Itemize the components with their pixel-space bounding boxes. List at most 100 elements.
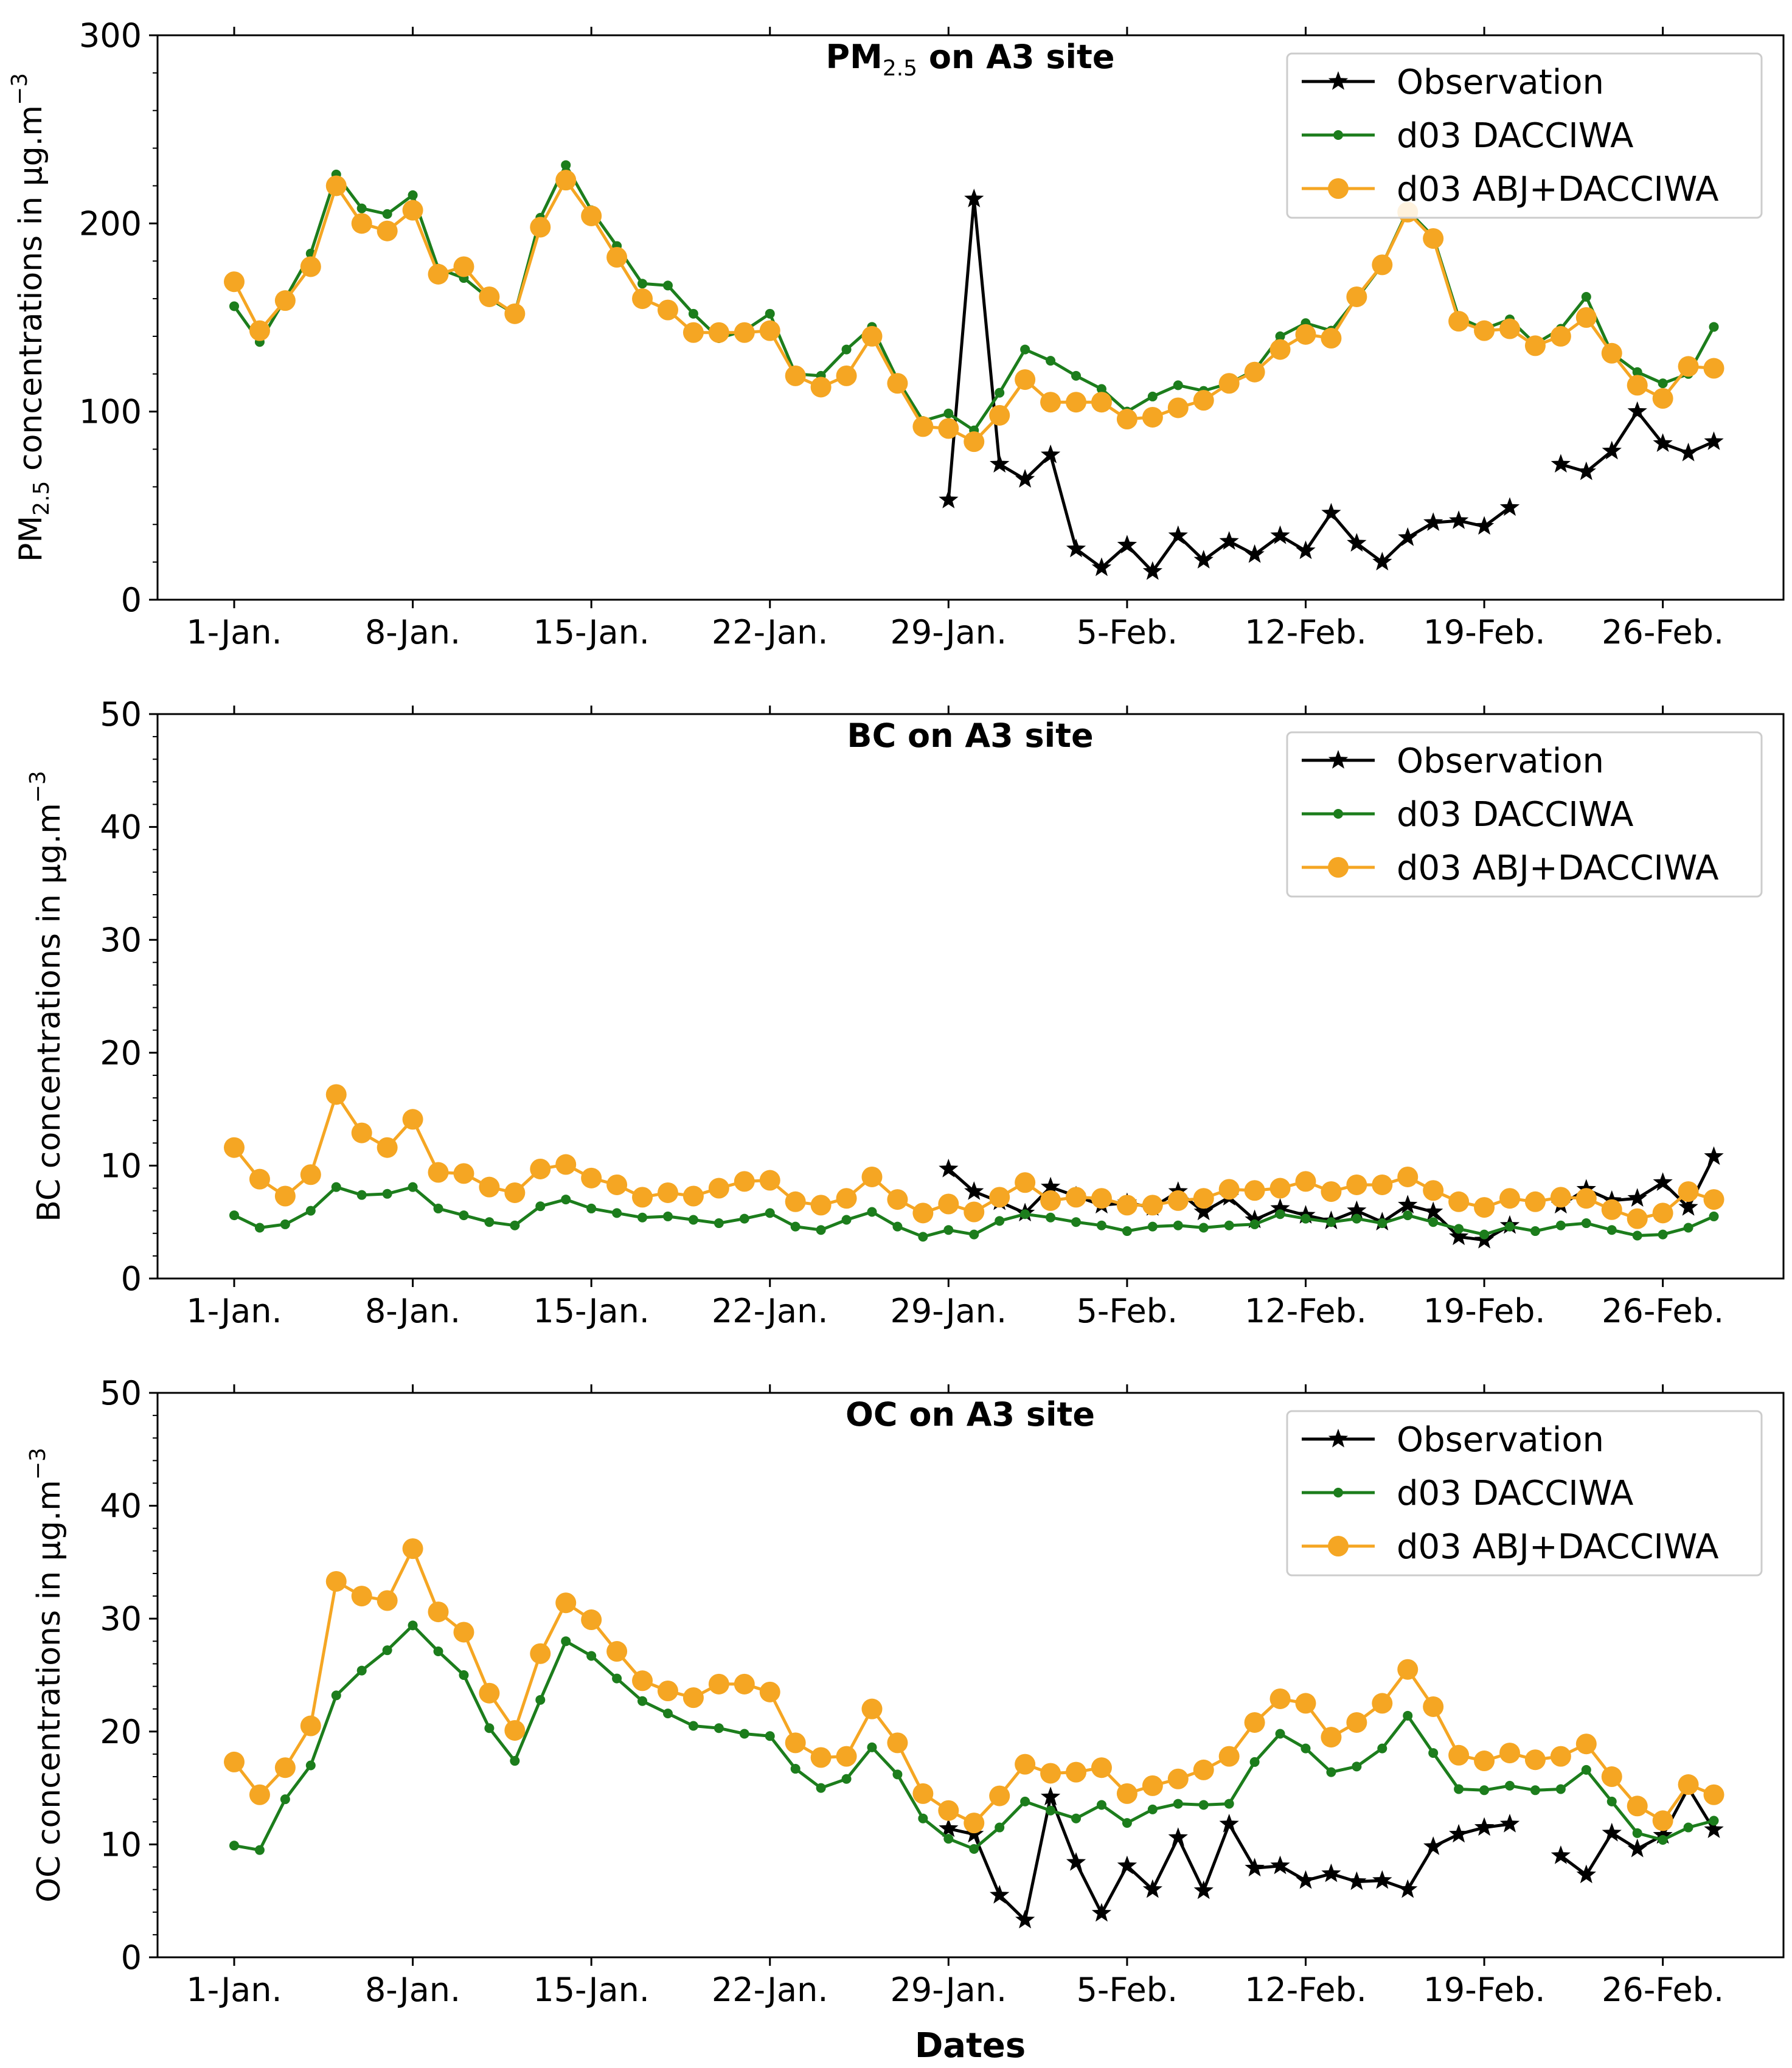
bc-data-point — [1704, 1146, 1724, 1165]
oc-y-axis-label: OC concentrations in µg.m−3 — [26, 1448, 68, 1903]
bc-data-point — [224, 1137, 245, 1158]
oc-data-point — [229, 1841, 239, 1851]
bc-data-point — [734, 1171, 755, 1192]
oc-data-point — [356, 1665, 367, 1676]
oc-data-point — [1040, 1786, 1061, 1806]
oc-data-point — [254, 1845, 265, 1855]
bc-data-point — [535, 1201, 546, 1212]
bc-data-point — [1397, 1166, 1419, 1187]
bc-data-point — [1683, 1223, 1693, 1233]
oc-data-point — [1627, 1838, 1647, 1858]
pm25-legend-entry: d03 ABJ+DACCIWA — [1302, 170, 1719, 209]
pm25-data-point — [325, 175, 347, 196]
bc-data-point — [939, 1159, 959, 1178]
bc-data-point — [861, 1166, 883, 1187]
pm25-data-point — [504, 303, 526, 324]
pm25-data-point — [249, 320, 270, 341]
bc-data-point — [555, 1154, 577, 1175]
oc-data-point — [759, 1681, 780, 1702]
bc-data-point — [1377, 1218, 1387, 1229]
bc-data-point — [300, 1164, 321, 1185]
pm25-data-point — [1449, 510, 1469, 529]
bc-data-point — [1352, 1213, 1362, 1224]
oc-data-point — [351, 1586, 372, 1607]
bc-x-tick-label: 29-Jan. — [891, 1292, 1007, 1330]
bc-series-d03-dacciwa — [229, 1182, 1719, 1242]
oc-data-point — [1555, 1784, 1566, 1794]
oc-data-point — [1015, 1754, 1036, 1775]
oc-data-point — [892, 1769, 903, 1780]
oc-data-point — [1198, 1800, 1209, 1810]
pm25-data-point — [1219, 531, 1239, 550]
bc-data-point — [836, 1188, 857, 1209]
oc-y-tick-label: 30 — [100, 1600, 142, 1638]
bc-data-point — [1224, 1220, 1234, 1230]
pm25-data-point — [632, 288, 653, 310]
oc-data-point — [555, 1592, 577, 1614]
oc-legend-marker — [1328, 1429, 1349, 1448]
oc-x-tick-label: 26-Feb. — [1602, 1971, 1724, 2009]
bc-legend-marker — [1333, 809, 1343, 819]
pm25-data-point — [964, 431, 985, 453]
bc-data-point — [274, 1185, 296, 1207]
pm25-y-tick-label: 300 — [79, 16, 142, 55]
oc-data-point — [790, 1764, 800, 1774]
pm25-data-point — [300, 256, 321, 277]
pm25-data-point — [1147, 391, 1158, 401]
bc-data-point — [1449, 1226, 1469, 1246]
oc-data-point — [331, 1690, 341, 1701]
pm25-legend-box — [1286, 52, 1763, 219]
bc-data-point — [662, 1211, 673, 1221]
oc-series-line — [233, 1547, 1715, 1825]
bc-data-point — [1627, 1208, 1648, 1229]
bc-data-point — [1071, 1217, 1082, 1227]
bc-y-tick-label: 0 — [121, 1260, 142, 1298]
pm25-data-point — [530, 217, 551, 238]
pm25-data-point — [453, 256, 474, 277]
pm25-data-point — [810, 376, 832, 398]
pm25-data-point — [943, 408, 954, 418]
oc-data-point — [1275, 1729, 1285, 1739]
bc-data-point — [1142, 1195, 1163, 1216]
bc-y-tick-label: 20 — [100, 1034, 142, 1072]
bc-data-point — [1505, 1221, 1515, 1232]
pm25-data-point — [912, 416, 934, 437]
pm25-x-tick-label: 26-Feb. — [1602, 613, 1724, 651]
oc-data-point — [249, 1784, 270, 1805]
pm25-data-point — [1658, 378, 1668, 389]
bc-data-point — [1091, 1188, 1112, 1209]
oc-data-point — [408, 1620, 418, 1631]
oc-data-point — [964, 1813, 985, 1834]
oc-data-point — [1347, 1871, 1367, 1890]
oc-data-point — [1550, 1746, 1571, 1767]
oc-legend-marker — [1328, 1536, 1349, 1556]
pm25-data-point — [1423, 512, 1443, 531]
pm25-data-point — [1678, 442, 1698, 462]
pm25-data-point — [1091, 557, 1112, 577]
oc-data-point — [1224, 1799, 1234, 1809]
oc-data-point — [632, 1670, 653, 1692]
bc-x-tick-label: 22-Jan. — [712, 1292, 828, 1330]
pm25-data-point — [1346, 286, 1367, 307]
pm25-data-point — [1066, 392, 1087, 413]
oc-data-point — [453, 1622, 474, 1643]
bc-series — [224, 1084, 1724, 1249]
oc-data-point — [1020, 1796, 1030, 1806]
oc-data-point — [1296, 1870, 1316, 1889]
pm25-series-line — [232, 178, 1714, 443]
pm25-data-point — [765, 308, 775, 319]
bc-data-point — [382, 1188, 392, 1199]
oc-series-observation — [939, 1777, 1724, 1929]
pm25-data-point — [990, 454, 1010, 473]
bc-data-point — [1454, 1224, 1464, 1234]
bc-data-point — [1581, 1218, 1591, 1229]
oc-data-point — [1653, 1825, 1673, 1844]
pm25-data-point — [351, 213, 372, 234]
bc-data-point — [1020, 1209, 1030, 1220]
oc-data-point — [504, 1719, 526, 1741]
bc-data-point — [1244, 1180, 1265, 1201]
oc-data-point — [1454, 1784, 1464, 1794]
oc-data-point — [561, 1636, 571, 1646]
oc-data-point — [459, 1670, 469, 1680]
pm25-legend-entry: d03 DACCIWA — [1302, 116, 1633, 156]
